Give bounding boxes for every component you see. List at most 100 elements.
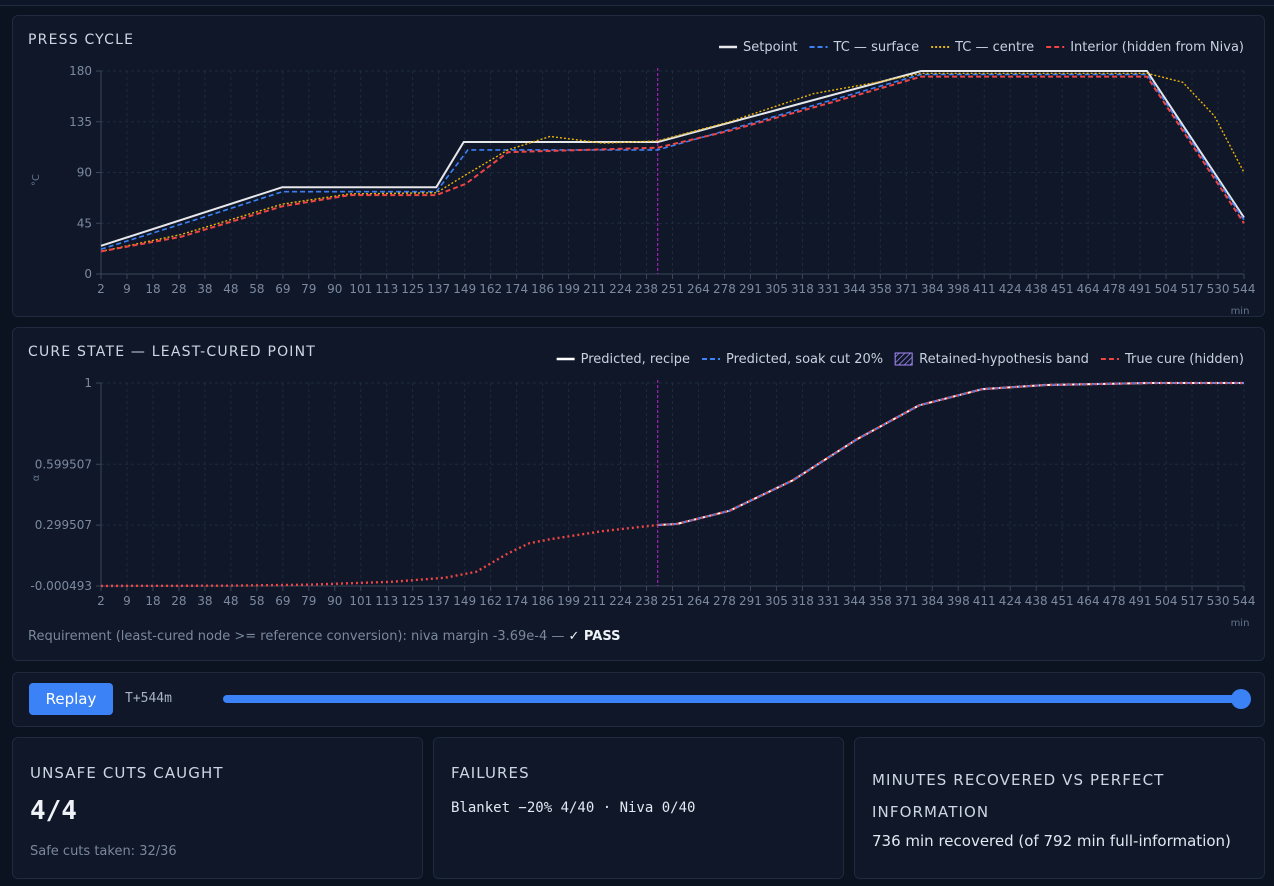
x-tick-label: 79 xyxy=(301,594,316,608)
x-tick-label: 149 xyxy=(453,282,476,296)
x-tick-label: 149 xyxy=(453,594,476,608)
legend-label: Predicted, soak cut 20% xyxy=(726,352,883,367)
legend-label: Predicted, recipe xyxy=(581,352,690,367)
x-tick-label: 224 xyxy=(609,282,632,296)
y-tick-label: 0.599507 xyxy=(35,457,92,471)
x-tick-label: 358 xyxy=(869,282,892,296)
x-tick-label: 398 xyxy=(947,282,970,296)
replay-slider-track[interactable] xyxy=(223,695,1241,703)
x-tick-label: 101 xyxy=(349,282,372,296)
x-tick-label: 18 xyxy=(145,282,160,296)
y-tick-label: 135 xyxy=(69,115,92,129)
requirement-text: Requirement (least-cured node >= referen… xyxy=(28,629,565,644)
x-tick-label: 2 xyxy=(97,594,105,608)
x-tick-label: 278 xyxy=(713,594,736,608)
series-line xyxy=(657,382,1244,526)
x-tick-label: 38 xyxy=(197,282,212,296)
x-tick-label: 186 xyxy=(531,282,554,296)
x-tick-label: 438 xyxy=(1025,282,1048,296)
x-unit-label: min xyxy=(1231,306,1250,317)
x-tick-label: 331 xyxy=(817,594,840,608)
press-cycle-title: PRESS CYCLE xyxy=(28,32,135,48)
minutes-recovered-card: MINUTES RECOVERED VS PERFECT INFORMATION… xyxy=(854,737,1265,879)
x-tick-label: 331 xyxy=(817,282,840,296)
replay-button[interactable]: Replay xyxy=(29,683,113,715)
x-tick-label: 478 xyxy=(1103,594,1126,608)
x-tick-label: 371 xyxy=(895,282,918,296)
x-tick-label: 264 xyxy=(687,282,710,296)
legend-swatch xyxy=(894,352,913,366)
x-tick-label: 137 xyxy=(427,282,450,296)
x-tick-label: 113 xyxy=(375,594,398,608)
y-unit-label: α xyxy=(31,474,42,481)
requirement-line: Requirement (least-cured node >= referen… xyxy=(28,629,620,644)
x-tick-label: 238 xyxy=(635,594,658,608)
x-tick-label: 9 xyxy=(123,594,131,608)
x-tick-label: 38 xyxy=(197,594,212,608)
x-tick-label: 264 xyxy=(687,594,710,608)
x-tick-label: 358 xyxy=(869,594,892,608)
x-tick-label: 69 xyxy=(275,282,290,296)
x-tick-label: 251 xyxy=(661,594,684,608)
x-tick-label: 162 xyxy=(479,594,502,608)
x-tick-label: 174 xyxy=(505,594,528,608)
x-tick-label: 464 xyxy=(1077,594,1100,608)
x-tick-label: 58 xyxy=(249,282,264,296)
y-tick-label: 180 xyxy=(69,64,92,78)
x-tick-label: 424 xyxy=(999,282,1022,296)
x-tick-label: 305 xyxy=(765,594,788,608)
x-tick-label: 305 xyxy=(765,282,788,296)
cure-state-title: CURE STATE — LEAST-CURED POINT xyxy=(28,344,317,360)
press-cycle-chart: Interior (hidden from Niva) TC — centre TC… xyxy=(31,40,1256,317)
x-tick-label: 530 xyxy=(1207,282,1230,296)
x-tick-label: 517 xyxy=(1181,594,1204,608)
replay-slider-thumb[interactable] xyxy=(1231,689,1251,709)
x-tick-label: 125 xyxy=(401,282,424,296)
minutes-recovered-title: MINUTES RECOVERED VS PERFECT INFORMATION xyxy=(872,771,1165,821)
replay-panel: Replay T+544m xyxy=(12,672,1265,727)
series-line xyxy=(100,73,1245,250)
x-tick-label: 278 xyxy=(713,282,736,296)
legend-label: True cure (hidden) xyxy=(1124,352,1244,367)
x-tick-label: 517 xyxy=(1181,282,1204,296)
x-tick-label: 478 xyxy=(1103,282,1126,296)
x-tick-label: 79 xyxy=(301,282,316,296)
unsafe-cuts-title: UNSAFE CUTS CAUGHT xyxy=(30,764,224,782)
x-tick-label: 101 xyxy=(349,594,372,608)
series-line xyxy=(100,70,1245,247)
x-tick-label: 48 xyxy=(223,594,238,608)
x-tick-label: 344 xyxy=(843,282,866,296)
x-tick-label: 384 xyxy=(921,594,944,608)
x-tick-label: 504 xyxy=(1155,282,1178,296)
x-tick-label: 398 xyxy=(947,594,970,608)
top-bar xyxy=(0,0,1274,6)
x-unit-label: min xyxy=(1231,618,1250,628)
x-tick-label: 137 xyxy=(427,594,450,608)
x-tick-label: 451 xyxy=(1051,594,1074,608)
cure-state-legend: True cure (hidden) Retained-hypothesis ba… xyxy=(556,352,1244,367)
x-tick-label: 58 xyxy=(249,594,264,608)
x-tick-label: 544 xyxy=(1233,594,1256,608)
y-tick-label: 0 xyxy=(84,267,92,281)
x-tick-label: 224 xyxy=(609,594,632,608)
x-tick-label: 125 xyxy=(401,594,424,608)
x-tick-label: 48 xyxy=(223,282,238,296)
x-tick-label: 238 xyxy=(635,282,658,296)
x-tick-label: 90 xyxy=(327,594,342,608)
x-tick-label: 504 xyxy=(1155,594,1178,608)
x-tick-label: 544 xyxy=(1233,282,1256,296)
series-line xyxy=(100,72,1245,253)
x-tick-label: 438 xyxy=(1025,594,1048,608)
x-tick-label: 9 xyxy=(123,282,131,296)
y-tick-label: 1 xyxy=(84,376,92,390)
x-tick-label: 199 xyxy=(557,282,580,296)
x-tick-label: 451 xyxy=(1051,282,1074,296)
x-tick-label: 384 xyxy=(921,282,944,296)
x-tick-label: 2 xyxy=(97,282,105,296)
unsafe-cuts-card: UNSAFE CUTS CAUGHT 4/4 Safe cuts taken: … xyxy=(12,737,423,879)
x-tick-label: 371 xyxy=(895,594,918,608)
y-tick-label: 0.299507 xyxy=(35,518,92,532)
failures-title: FAILURES xyxy=(451,764,530,782)
x-tick-label: 199 xyxy=(557,594,580,608)
x-tick-label: 530 xyxy=(1207,594,1230,608)
